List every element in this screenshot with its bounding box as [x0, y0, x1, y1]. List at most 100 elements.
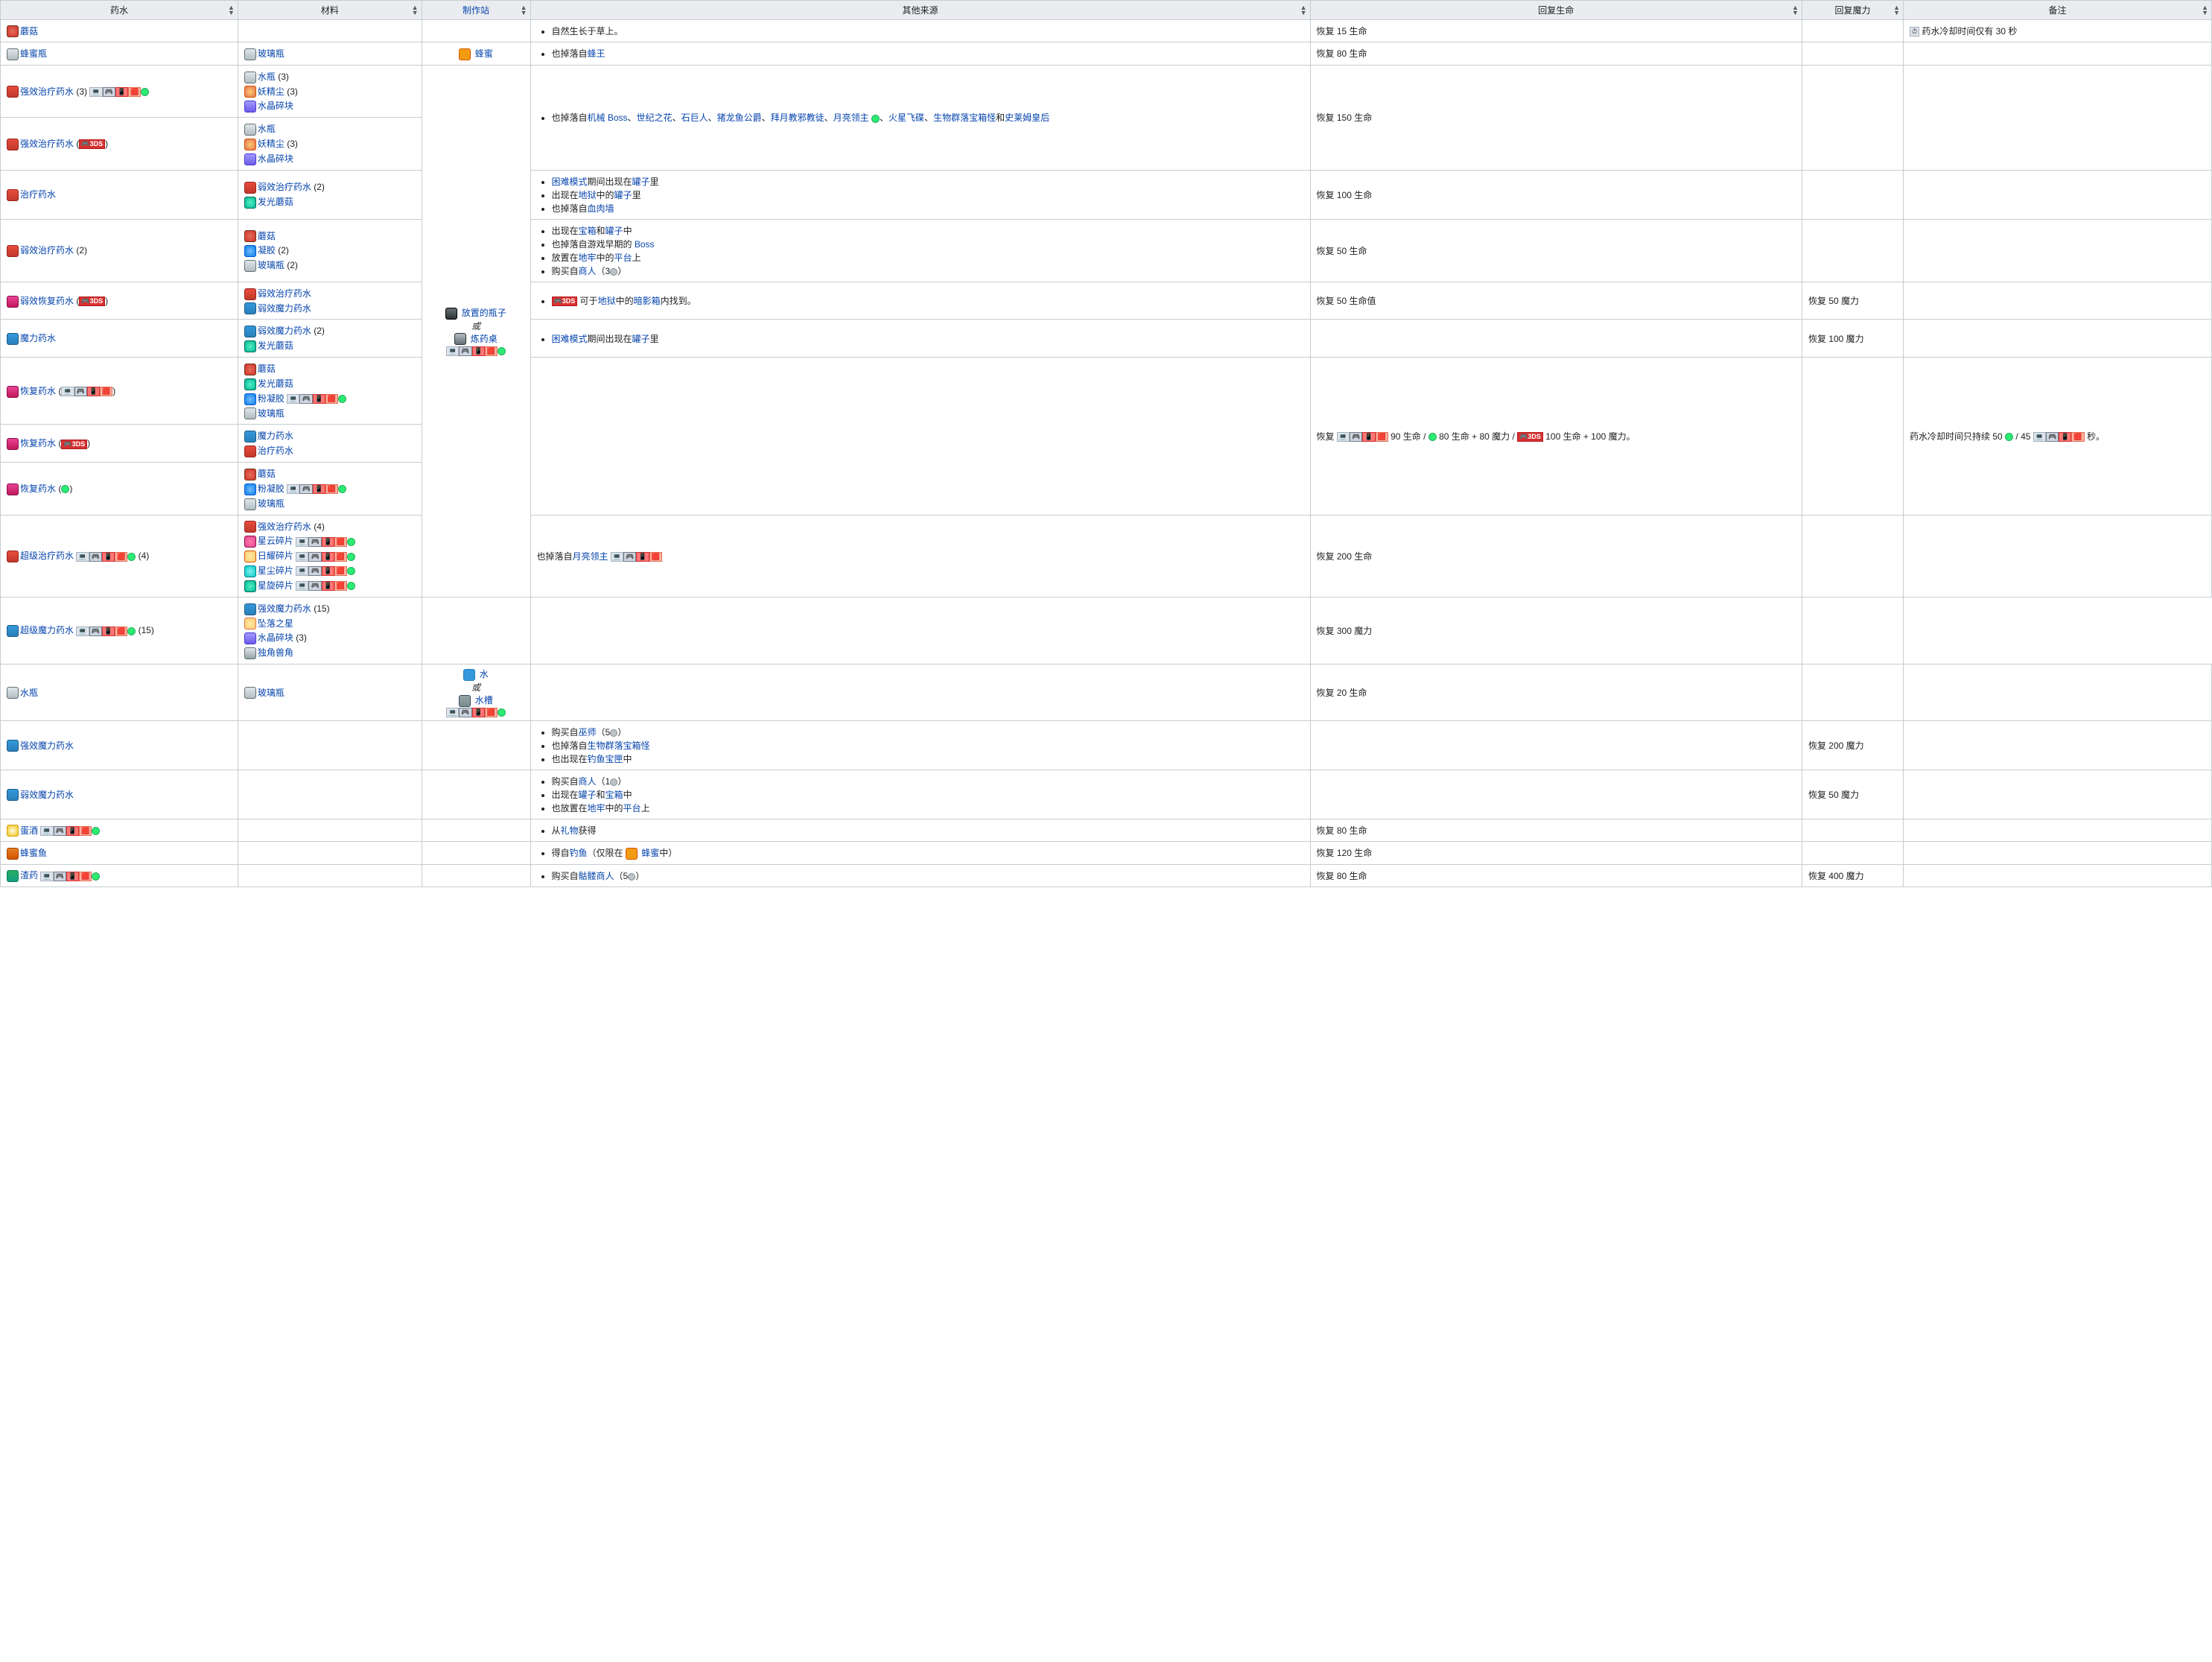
- station-link[interactable]: 蜂蜜: [475, 48, 493, 59]
- station-link[interactable]: 水: [480, 669, 489, 679]
- wiki-link[interactable]: 石巨人: [681, 112, 708, 123]
- wiki-link[interactable]: 生物群落宝箱怪: [933, 112, 996, 123]
- material-link[interactable]: 发光蘑菇: [258, 197, 293, 207]
- wiki-link[interactable]: 困难模式: [552, 177, 588, 187]
- material-link[interactable]: 妖精尘: [258, 139, 285, 149]
- potion-link[interactable]: 超级治疗药水: [20, 551, 74, 561]
- wiki-link[interactable]: 钓鱼: [570, 848, 588, 858]
- wiki-link[interactable]: 商人: [579, 266, 597, 276]
- material-link[interactable]: 水晶碎块: [258, 101, 293, 111]
- wiki-link[interactable]: 火星飞碟: [889, 112, 924, 123]
- wiki-link[interactable]: 平台: [614, 253, 632, 263]
- wiki-link[interactable]: 蜂蜜: [641, 848, 659, 858]
- wiki-link[interactable]: 生物群落宝箱怪: [588, 740, 650, 751]
- potion-link[interactable]: 强效治疗药水: [20, 86, 74, 97]
- material-link[interactable]: 蘑菇: [258, 469, 276, 479]
- wiki-link[interactable]: 罐子: [632, 177, 650, 187]
- wiki-link[interactable]: 世纪之花: [637, 112, 673, 123]
- wiki-link[interactable]: 史莱姆皇后: [1005, 112, 1049, 123]
- material-link[interactable]: 强效魔力药水: [258, 603, 311, 614]
- material-link[interactable]: 弱效治疗药水: [258, 182, 311, 192]
- wiki-link[interactable]: 地牢: [588, 803, 606, 813]
- wiki-link[interactable]: Boss: [635, 239, 655, 250]
- material-link[interactable]: 魔力药水: [258, 431, 293, 441]
- potion-link[interactable]: 恢复药水: [20, 483, 56, 494]
- material-link[interactable]: 粉凝胶: [258, 393, 285, 404]
- material-link[interactable]: 治疗药水: [258, 445, 293, 456]
- material-link[interactable]: 星旋碎片: [258, 580, 293, 591]
- material-link[interactable]: 玻璃瓶: [258, 408, 285, 419]
- potion-link[interactable]: 恢复药水: [20, 438, 56, 448]
- wiki-link[interactable]: 地狱: [598, 296, 616, 306]
- material-link[interactable]: 玻璃瓶: [258, 48, 285, 59]
- header-materials[interactable]: 材料▲▼: [238, 1, 422, 20]
- potion-link[interactable]: 强效魔力药水: [20, 740, 74, 751]
- material-link[interactable]: 星尘碎片: [258, 565, 293, 576]
- wiki-link[interactable]: 蜂王: [588, 48, 606, 59]
- station-link[interactable]: 炼药桌: [471, 334, 498, 344]
- material-link[interactable]: 粉凝胶: [258, 483, 285, 494]
- wiki-link[interactable]: 机械 Boss: [588, 112, 628, 123]
- potion-link[interactable]: 蛋酒: [20, 825, 38, 836]
- potion-link[interactable]: 超级魔力药水: [20, 625, 74, 635]
- wiki-link[interactable]: 平台: [623, 803, 641, 813]
- material-link[interactable]: 弱效魔力药水: [258, 326, 311, 336]
- header-restore-life[interactable]: 回复生命▲▼: [1310, 1, 1802, 20]
- wiki-link[interactable]: 巫师: [579, 727, 597, 738]
- material-link[interactable]: 妖精尘: [258, 86, 285, 97]
- potion-link[interactable]: 渣药: [20, 870, 38, 881]
- material-link[interactable]: 水瓶: [258, 72, 276, 82]
- wiki-link[interactable]: 地牢: [579, 253, 597, 263]
- wiki-link[interactable]: 血肉墙: [588, 203, 614, 214]
- potion-link[interactable]: 蜂蜜瓶: [20, 48, 47, 59]
- header-potion[interactable]: 药水▲▼: [1, 1, 238, 20]
- wiki-link[interactable]: 罐子: [606, 226, 623, 236]
- material-link[interactable]: 蘑菇: [258, 364, 276, 374]
- material-link[interactable]: 水瓶: [258, 124, 276, 134]
- header-craft-station[interactable]: 制作站▲▼: [422, 1, 530, 20]
- wiki-link[interactable]: 罐子: [632, 334, 650, 344]
- header-restore-mana[interactable]: 回复魔力▲▼: [1802, 1, 1903, 20]
- wiki-link[interactable]: 猪龙鱼公爵: [717, 112, 762, 123]
- wiki-link[interactable]: 商人: [579, 776, 597, 787]
- material-link[interactable]: 水晶碎块: [258, 632, 293, 643]
- material-link[interactable]: 弱效魔力药水: [258, 303, 311, 314]
- material-link[interactable]: 凝胶: [258, 245, 276, 256]
- wiki-link[interactable]: 钓鱼宝匣: [588, 754, 623, 764]
- wiki-link[interactable]: 宝箱: [579, 226, 597, 236]
- material-link[interactable]: 日耀碎片: [258, 551, 293, 561]
- wiki-link[interactable]: 地狱: [579, 190, 597, 200]
- potion-link[interactable]: 水瓶: [20, 688, 38, 698]
- wiki-link[interactable]: 月亮领主: [833, 112, 869, 123]
- station-link[interactable]: 水槽: [475, 695, 493, 705]
- wiki-link[interactable]: 礼物: [561, 825, 579, 836]
- material-link[interactable]: 玻璃瓶: [258, 260, 285, 270]
- material-link[interactable]: 强效治疗药水: [258, 521, 311, 532]
- potion-link[interactable]: 魔力药水: [20, 333, 56, 343]
- material-link[interactable]: 星云碎片: [258, 536, 293, 546]
- wiki-link[interactable]: 拜月教邪教徒: [771, 112, 824, 123]
- potion-link[interactable]: 蘑菇: [20, 26, 38, 37]
- potion-link[interactable]: 弱效恢复药水: [20, 296, 74, 306]
- material-link[interactable]: 弱效治疗药水: [258, 288, 311, 299]
- material-link[interactable]: 独角兽角: [258, 647, 293, 658]
- wiki-link[interactable]: 罐子: [579, 790, 597, 800]
- material-link[interactable]: 玻璃瓶: [258, 498, 285, 509]
- material-link[interactable]: 玻璃瓶: [258, 688, 285, 698]
- wiki-link[interactable]: 宝箱: [606, 790, 623, 800]
- header-other-sources[interactable]: 其他来源▲▼: [530, 1, 1310, 20]
- station-link[interactable]: 放置的瓶子: [462, 308, 506, 318]
- material-link[interactable]: 水晶碎块: [258, 153, 293, 164]
- wiki-link[interactable]: 困难模式: [552, 334, 588, 344]
- wiki-link[interactable]: 骷髅商人: [579, 871, 614, 881]
- potion-link[interactable]: 强效治疗药水: [20, 139, 74, 149]
- material-link[interactable]: 发光蘑菇: [258, 378, 293, 389]
- potion-link[interactable]: 恢复药水: [20, 386, 56, 396]
- material-link[interactable]: 坠落之星: [258, 618, 293, 629]
- wiki-link[interactable]: 暗影箱: [634, 296, 661, 306]
- header-notes[interactable]: 备注▲▼: [1904, 1, 2212, 20]
- wiki-link[interactable]: 罐子: [614, 190, 632, 200]
- potion-link[interactable]: 蜂蜜鱼: [20, 848, 47, 858]
- wiki-link[interactable]: 月亮领主: [573, 551, 608, 562]
- material-link[interactable]: 发光蘑菇: [258, 340, 293, 351]
